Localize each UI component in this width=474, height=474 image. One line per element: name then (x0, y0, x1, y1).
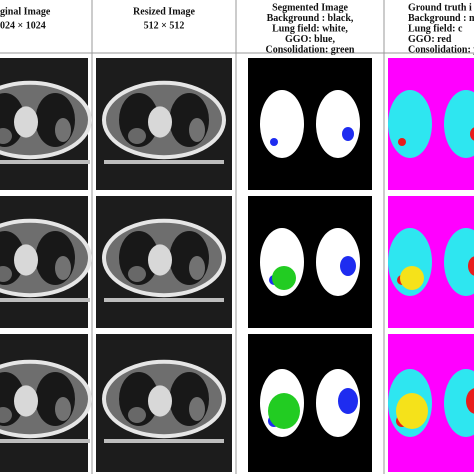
image-panel (0, 334, 92, 472)
image-panel (0, 196, 92, 328)
ct-heart (14, 385, 38, 417)
mask-consolidation (400, 266, 424, 290)
image-panel (248, 58, 372, 190)
mask-lung (444, 228, 474, 296)
column-header-line: ginal Image (0, 6, 51, 17)
ct-heart (14, 244, 38, 276)
mask-ggo (466, 388, 474, 414)
ct-opacity (189, 118, 205, 142)
ct-opacity (189, 397, 205, 421)
ct-heart (148, 106, 172, 138)
mask-consolidation (272, 266, 296, 290)
ct-opacity (55, 118, 71, 142)
mask-lung (260, 90, 304, 158)
ct-lung (35, 93, 75, 147)
ct-opacity (0, 407, 12, 423)
ct-table (0, 439, 90, 443)
mask-consolidation (396, 393, 428, 429)
image-panel (0, 58, 92, 190)
mask-lung (388, 90, 432, 158)
ct-opacity (189, 256, 205, 280)
column-header-line: Segmented Image (272, 2, 348, 13)
column-header-line: Background : black, (267, 13, 354, 24)
ct-opacity (128, 266, 146, 282)
column-header-line: 512 × 512 (144, 20, 185, 31)
column-header-line: GGO: blue, (285, 34, 336, 45)
column-header-line: GGO: red (408, 34, 452, 45)
column-header-line: Resized Image (133, 6, 195, 17)
ct-opacity (128, 128, 146, 144)
ct-lung (169, 231, 209, 285)
ct-opacity (0, 128, 12, 144)
mask-ggo (470, 127, 474, 141)
image-panel (388, 196, 474, 328)
column-header-line: Consolidation: y (408, 44, 474, 55)
ct-lung (35, 231, 75, 285)
mask-lung (316, 369, 360, 437)
ct-table (0, 160, 90, 164)
column-header-line: 024 × 1024 (0, 20, 46, 31)
column-header-line: Consolidation: green (266, 44, 355, 55)
mask-ggo (340, 256, 356, 276)
mask-consolidation (268, 393, 300, 429)
ct-heart (148, 244, 172, 276)
ct-lung (35, 372, 75, 426)
ct-lung (169, 93, 209, 147)
mask-ggo (270, 138, 278, 146)
mask-lung (316, 228, 360, 296)
mask-ggo (342, 127, 354, 141)
ct-heart (14, 106, 38, 138)
image-panel (248, 196, 372, 328)
column-header-line: Ground truth i (408, 2, 472, 13)
ct-opacity (55, 256, 71, 280)
image-panel (388, 58, 474, 190)
mask-ggo (338, 388, 358, 414)
column-header-line: Lung field: c (408, 23, 463, 34)
ct-opacity (55, 397, 71, 421)
image-panel (248, 334, 372, 472)
ct-table (104, 298, 224, 302)
image-panel (96, 196, 232, 328)
ct-opacity (0, 266, 12, 282)
image-panel (388, 334, 474, 472)
mask-lung (444, 369, 474, 437)
column-header-line: Background : m (408, 13, 474, 24)
ct-table (104, 439, 224, 443)
mask-ggo (468, 256, 474, 276)
ct-heart (148, 385, 172, 417)
image-panel (96, 334, 232, 472)
mask-ggo (398, 138, 406, 146)
column-header-line: Lung field: white, (272, 23, 348, 34)
mask-lung (444, 90, 474, 158)
ct-table (104, 160, 224, 164)
mask-lung (316, 90, 360, 158)
ct-opacity (128, 407, 146, 423)
image-panel (96, 58, 232, 190)
ct-table (0, 298, 90, 302)
ct-lung (169, 372, 209, 426)
